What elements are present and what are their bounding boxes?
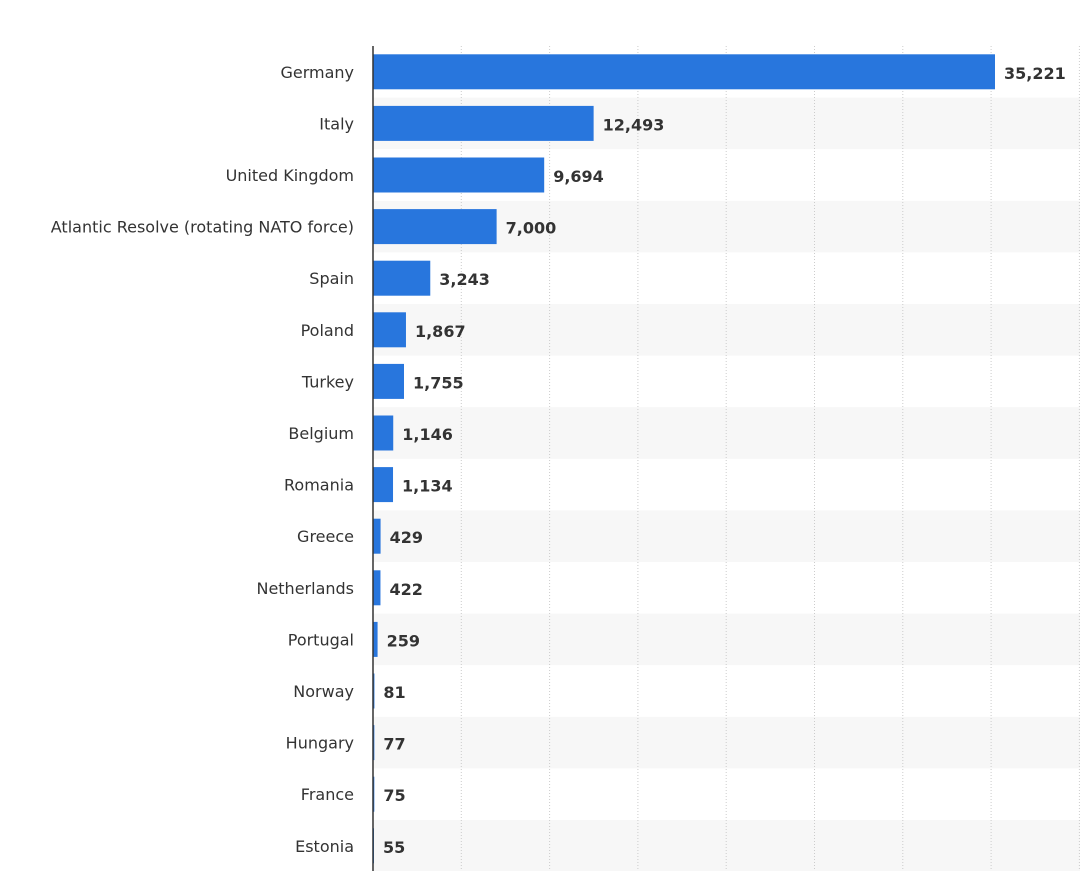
bar: [373, 415, 394, 451]
row-band: [373, 820, 1080, 871]
bar: [373, 312, 406, 348]
bar: [373, 157, 545, 193]
category-label: Italy: [319, 114, 354, 133]
category-label: Spain: [309, 269, 354, 288]
category-label: Netherlands: [256, 579, 354, 598]
value-label: 1,755: [413, 373, 464, 392]
category-label: Poland: [301, 321, 354, 340]
value-label: 429: [390, 528, 423, 547]
bar: [373, 518, 381, 554]
category-label: Estonia: [295, 837, 354, 856]
bar: [373, 467, 394, 503]
category-label: United Kingdom: [226, 166, 354, 185]
value-label: 3,243: [439, 270, 490, 289]
value-label: 81: [383, 683, 405, 702]
category-label: Turkey: [301, 372, 354, 391]
bar: [373, 621, 378, 657]
row-band: [373, 613, 1080, 666]
bar: [373, 363, 404, 399]
value-label: 1,134: [402, 477, 453, 496]
category-label: France: [301, 785, 354, 804]
bar: [373, 105, 594, 141]
value-label: 9,694: [553, 167, 604, 186]
value-label: 77: [383, 735, 405, 754]
bar: [373, 209, 497, 245]
value-label: 1,867: [415, 322, 466, 341]
category-label: Portugal: [288, 630, 354, 649]
value-label: 55: [383, 838, 405, 857]
row-band: [373, 510, 1080, 562]
bar: [373, 570, 381, 606]
value-label: 12,493: [603, 115, 665, 134]
value-label: 7,000: [506, 219, 557, 238]
value-labels: 35,221 12,493 9,694 7,000 3,243 1,867 1,755 1,1…: [383, 64, 1066, 857]
value-label: 259: [387, 631, 420, 650]
gridlines: [460, 46, 1080, 871]
bar: [373, 54, 995, 90]
bar: [373, 260, 431, 296]
value-label: 75: [383, 786, 405, 805]
category-label: Belgium: [288, 424, 354, 443]
category-label: Atlantic Resolve (rotating NATO force): [51, 218, 354, 237]
value-label: 35,221: [1004, 64, 1066, 83]
row-band: [373, 304, 1080, 356]
value-label: 1,146: [402, 425, 453, 444]
category-label: Hungary: [286, 734, 354, 753]
category-labels: Germany Italy United Kingdom Atlantic Resol…: [51, 63, 354, 856]
category-label: Norway: [293, 682, 354, 701]
value-label: 422: [389, 580, 422, 599]
category-label: Romania: [284, 476, 354, 495]
category-label: Germany: [280, 63, 354, 82]
bars: [373, 54, 995, 864]
category-label: Greece: [297, 527, 354, 546]
